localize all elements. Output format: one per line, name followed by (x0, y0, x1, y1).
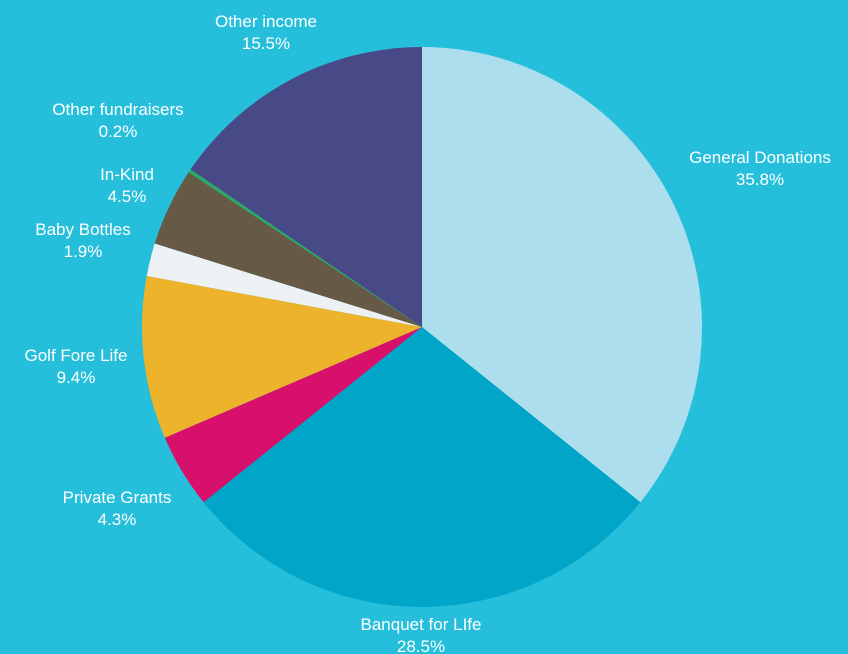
slice-value-in-kind: 4.5% (108, 187, 147, 206)
slice-value-other-income: 15.5% (242, 34, 290, 53)
slice-value-baby-bottles: 1.9% (64, 242, 103, 261)
pie-slice-golf-fore-life (142, 275, 422, 438)
slice-value-general-donations: 35.8% (736, 170, 784, 189)
slice-label-other-fundraisers: Other fundraisers (52, 100, 183, 119)
slice-value-private-grants: 4.3% (98, 510, 137, 529)
pie-slice-private-grants (164, 327, 422, 503)
slice-value-other-fundraisers: 0.2% (99, 122, 138, 141)
slice-label-golf-fore-life: Golf Fore Life (25, 346, 128, 365)
slice-label-other-income: Other income (215, 12, 317, 31)
slice-label-banquet-for-life: Banquet for LIfe (361, 615, 482, 634)
pie-slice-general-donations (422, 47, 702, 503)
slice-value-banquet-for-life: 28.5% (397, 637, 445, 654)
slice-value-golf-fore-life: 9.4% (57, 368, 96, 387)
pie-slice-baby-bottles (146, 243, 422, 327)
pie-slice-in-kind (154, 172, 423, 327)
slice-label-general-donations: General Donations (689, 148, 831, 167)
pie-slice-other-income (190, 47, 422, 327)
slice-label-private-grants: Private Grants (63, 488, 172, 507)
pie-slice-banquet-for-life (203, 327, 641, 607)
slice-label-baby-bottles: Baby Bottles (35, 220, 130, 239)
pie-slice-other-fundraisers (188, 169, 422, 327)
slice-label-in-kind: In-Kind (100, 165, 154, 184)
